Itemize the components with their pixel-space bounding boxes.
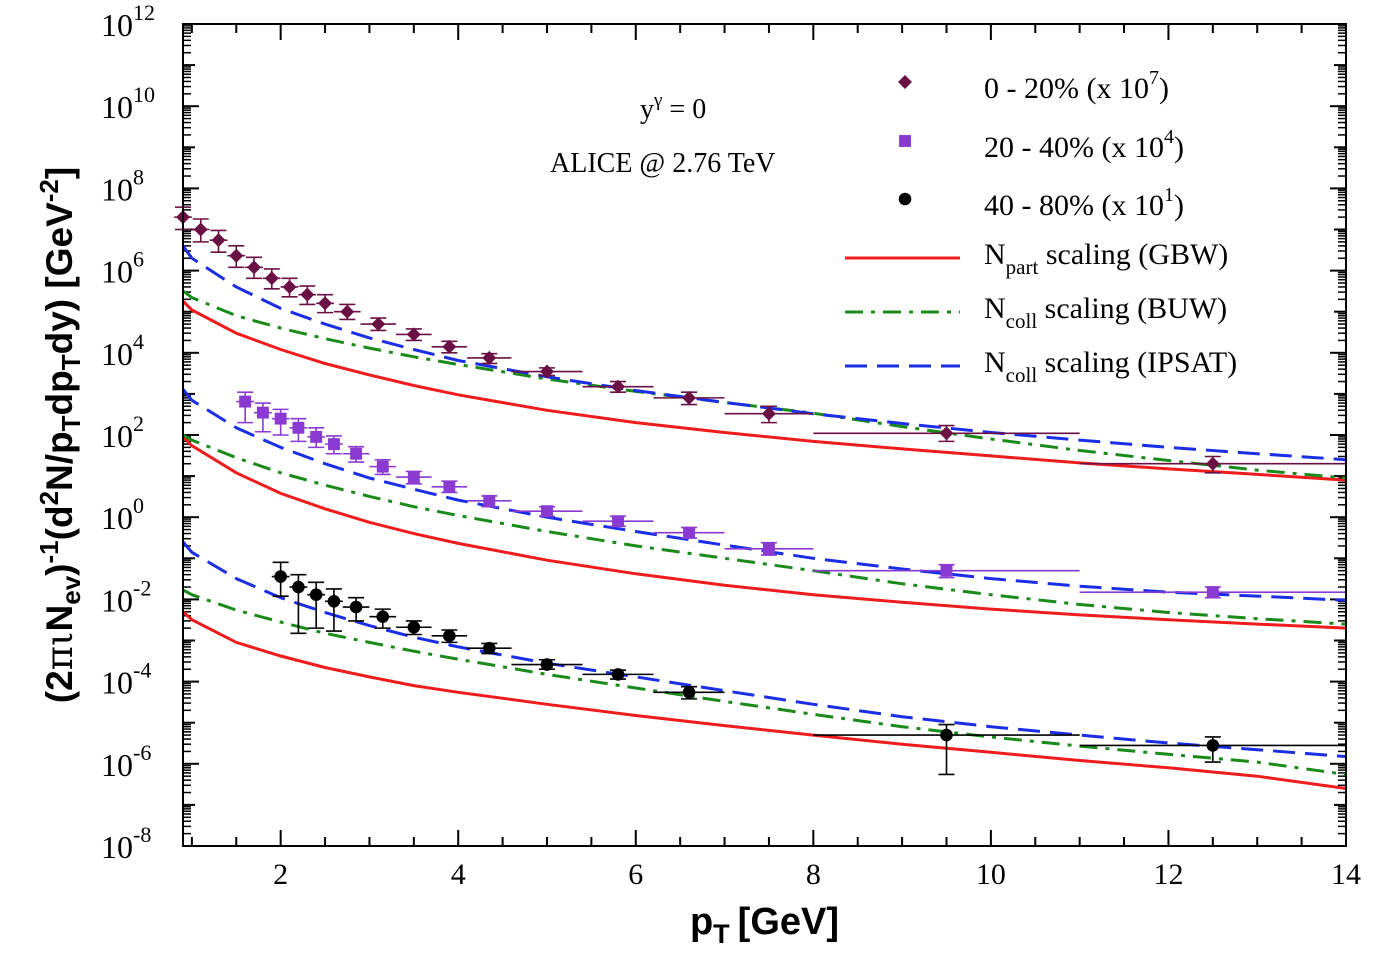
y-tick-label: 1012	[101, 0, 155, 43]
data-point	[229, 248, 244, 263]
y-tick-label: 104	[101, 329, 144, 372]
data-point	[682, 685, 696, 699]
data-point	[282, 279, 297, 294]
data-point	[274, 412, 287, 425]
data-point	[292, 580, 305, 594]
data-point	[443, 480, 456, 493]
data-point	[376, 610, 390, 623]
data-point	[443, 629, 456, 643]
model-curve	[181, 388, 1347, 602]
y-tick-label: 100	[101, 493, 144, 536]
data-point	[899, 135, 911, 147]
data-point	[482, 350, 497, 365]
y-tick-label: 10-2	[101, 575, 151, 618]
data-point	[761, 406, 776, 421]
legend-label: Npart scaling (GBW)	[984, 238, 1228, 279]
y-tick-label: 106	[101, 247, 144, 290]
model-curves	[181, 245, 1347, 790]
y-axis-title: (2πιNev)-1(d2N/pTdpTdy) [GeV-2]	[34, 167, 86, 703]
data-point	[274, 570, 287, 583]
data-point	[898, 75, 912, 89]
data-point	[371, 317, 386, 332]
x-tick-label: 14	[1331, 858, 1361, 891]
y-tick-label: 1010	[101, 82, 155, 125]
data-point	[898, 192, 912, 206]
data-point	[376, 460, 389, 473]
data-point	[407, 471, 420, 483]
axis-ticks	[183, 23, 1347, 847]
rapidity-annotation: yγ = 0	[640, 90, 706, 125]
data-point	[211, 233, 226, 248]
data-point	[327, 438, 340, 451]
data-point	[762, 542, 775, 555]
x-tick-label: 2	[273, 858, 288, 891]
data-point	[940, 564, 953, 577]
data-point	[442, 339, 457, 354]
x-tick-label: 12	[1153, 858, 1183, 891]
data-point	[683, 526, 695, 539]
data-point	[327, 594, 341, 608]
model-curve	[182, 588, 1347, 776]
data-point	[350, 447, 363, 460]
model-curve	[181, 435, 1347, 630]
data-point	[406, 327, 421, 342]
data-point	[256, 406, 269, 419]
data-point	[239, 395, 252, 408]
y-tick-label: 102	[101, 411, 144, 454]
y-tick-label: 10-8	[101, 822, 151, 865]
x-tick-label: 6	[628, 858, 643, 891]
data-point	[309, 588, 323, 602]
model-curve	[181, 245, 1347, 462]
legend-label: 20 - 40% (x 104)	[984, 126, 1184, 164]
data-point	[292, 421, 305, 434]
data-point	[483, 494, 496, 507]
model-curve	[181, 540, 1347, 759]
data-point	[318, 296, 333, 311]
data-point	[540, 658, 554, 671]
data-point	[193, 222, 208, 237]
data-point	[940, 728, 953, 742]
data-point	[539, 364, 554, 379]
legend-label: 40 - 80% (x 101)	[984, 184, 1184, 222]
data-point	[300, 287, 315, 302]
data-points	[174, 206, 1346, 776]
model-curve	[182, 610, 1347, 790]
legend-label: Ncoll scaling (IPSAT)	[984, 346, 1237, 387]
x-tick-label: 10	[976, 858, 1006, 891]
data-point	[611, 379, 626, 394]
data-point	[1206, 739, 1220, 752]
data-point	[310, 430, 323, 443]
data-point	[407, 620, 421, 634]
y-tick-label: 10-4	[101, 658, 151, 701]
legend-label: 0 - 20% (x 107)	[984, 67, 1169, 105]
data-point	[611, 668, 625, 681]
data-point	[482, 641, 496, 655]
legend: 0 - 20% (x 107) 20 - 40% (x 104) 40 - 80% …	[845, 67, 1237, 387]
model-curve	[182, 433, 1347, 626]
data-point	[1206, 586, 1219, 599]
data-point	[1205, 456, 1220, 471]
data-point	[264, 271, 279, 286]
y-tick-label: 10-6	[101, 740, 151, 783]
data-point	[612, 515, 624, 528]
data-point	[939, 426, 954, 441]
data-point	[682, 390, 697, 405]
tick-labels: 2 4 6 8 10 12 1410-810-610-410-210010210410610…	[101, 0, 1361, 891]
legend-label: Ncoll scaling (BUW)	[984, 292, 1227, 333]
x-tick-label: 8	[806, 858, 821, 891]
plot-frame	[182, 23, 1347, 847]
x-axis-title: pT [GeV]	[690, 901, 839, 949]
experiment-annotation: ALICE @ 2.76 TeV	[550, 148, 776, 179]
data-point	[541, 505, 553, 518]
data-point	[349, 600, 363, 614]
x-tick-label: 4	[451, 858, 466, 891]
data-point	[340, 304, 355, 319]
y-tick-label: 108	[101, 164, 144, 207]
data-point	[247, 260, 262, 275]
